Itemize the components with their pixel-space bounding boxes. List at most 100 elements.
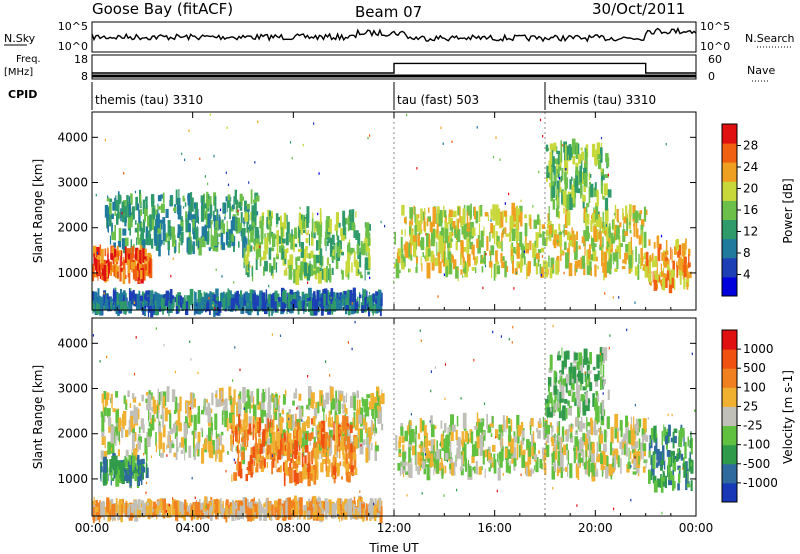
echo-cell bbox=[505, 214, 508, 223]
echo-cell bbox=[349, 395, 354, 408]
echo-cell bbox=[150, 392, 153, 400]
echo-cell bbox=[157, 195, 162, 202]
echo-cell bbox=[537, 214, 540, 225]
echo-cell bbox=[345, 426, 349, 430]
echo-cell bbox=[153, 409, 155, 420]
echo-cell bbox=[686, 473, 688, 483]
echo-cell bbox=[335, 462, 339, 473]
echo-cell bbox=[352, 287, 356, 305]
noise-cell bbox=[612, 296, 614, 299]
echo-cell bbox=[672, 260, 675, 278]
echo-cell bbox=[191, 244, 194, 252]
echo-cell bbox=[585, 438, 588, 445]
echo-cell bbox=[106, 468, 108, 485]
echo-cell bbox=[516, 444, 519, 460]
echo-cell bbox=[264, 260, 268, 272]
echo-cell bbox=[490, 208, 493, 220]
echo-cell bbox=[666, 450, 671, 457]
noise-cell bbox=[606, 244, 608, 248]
echo-cell bbox=[548, 255, 550, 268]
echo-cell bbox=[619, 420, 623, 431]
echo-cell bbox=[510, 453, 514, 459]
echo-cell bbox=[517, 208, 521, 220]
echo-cell bbox=[237, 448, 240, 461]
echo-cell bbox=[313, 471, 317, 485]
noise-cell bbox=[428, 240, 430, 244]
echo-cell bbox=[473, 206, 475, 217]
echo-cell bbox=[614, 413, 619, 429]
echo-cell bbox=[466, 205, 470, 216]
echo-cell bbox=[271, 300, 273, 316]
noise-cell bbox=[437, 295, 439, 298]
echo-cell bbox=[123, 295, 125, 302]
echo-cell bbox=[375, 445, 379, 452]
echo-cell bbox=[622, 208, 624, 220]
echo-cell bbox=[595, 256, 598, 262]
echo-cell bbox=[595, 219, 600, 228]
echo-cell bbox=[113, 258, 116, 266]
echo-cell bbox=[299, 229, 301, 247]
echo-cell bbox=[552, 224, 554, 234]
echo-cell bbox=[266, 232, 271, 242]
noise-cell bbox=[291, 156, 293, 160]
echo-cell bbox=[636, 228, 639, 239]
echo-cell bbox=[505, 458, 509, 473]
echo-cell bbox=[295, 257, 298, 265]
echo-cell bbox=[291, 414, 295, 429]
echo-cell bbox=[551, 145, 554, 158]
echo-cell bbox=[297, 301, 300, 314]
echo-cell bbox=[235, 302, 239, 311]
echo-cell bbox=[425, 246, 430, 262]
echo-cell bbox=[230, 220, 233, 236]
echo-cell bbox=[423, 424, 427, 437]
echo-cell bbox=[124, 217, 127, 227]
echo-cell bbox=[317, 434, 321, 438]
echo-cell bbox=[496, 265, 501, 275]
echo-cell bbox=[147, 394, 152, 411]
echo-cell bbox=[595, 407, 599, 421]
echo-cell bbox=[258, 417, 262, 431]
echo-cell bbox=[432, 228, 436, 243]
echo-cell bbox=[156, 293, 160, 310]
echo-cell bbox=[237, 461, 242, 477]
echo-cell bbox=[334, 440, 336, 446]
echo-cell bbox=[124, 237, 129, 246]
echo-cell bbox=[596, 418, 599, 425]
echo-cell bbox=[229, 395, 232, 405]
echo-cell bbox=[479, 434, 484, 448]
echo-cell bbox=[426, 218, 429, 227]
echo-cell bbox=[432, 207, 436, 224]
echo-cell bbox=[642, 235, 644, 249]
echo-cell bbox=[408, 419, 411, 437]
echo-cell bbox=[640, 219, 645, 227]
echo-cell bbox=[603, 443, 607, 452]
echo-cell bbox=[351, 209, 355, 224]
echo-cell bbox=[467, 460, 469, 470]
echo-cell bbox=[683, 272, 686, 290]
echo-cell bbox=[196, 442, 200, 452]
echo-cell bbox=[218, 233, 221, 237]
echo-cell bbox=[319, 248, 323, 266]
echo-cell bbox=[510, 438, 514, 454]
echo-cell bbox=[660, 466, 663, 471]
echo-cell bbox=[136, 237, 138, 246]
echo-cell bbox=[481, 266, 484, 273]
noise-cell bbox=[103, 292, 105, 295]
echo-cell bbox=[321, 434, 325, 449]
echo-cell bbox=[313, 232, 316, 239]
echo-cell bbox=[97, 260, 99, 276]
echo-cell bbox=[421, 420, 425, 425]
echo-cell bbox=[634, 423, 637, 431]
echo-cell bbox=[623, 443, 628, 455]
echo-cell bbox=[567, 400, 569, 406]
echo-cell bbox=[414, 207, 416, 223]
echo-cell bbox=[585, 225, 589, 242]
echo-cell bbox=[178, 189, 180, 206]
echo-cell bbox=[482, 431, 485, 436]
echo-cell bbox=[278, 235, 283, 244]
echo-cell bbox=[255, 422, 259, 434]
echo-cell bbox=[111, 246, 114, 256]
echo-cell bbox=[291, 453, 293, 461]
echo-cell bbox=[249, 455, 253, 465]
echo-cell bbox=[553, 385, 558, 395]
